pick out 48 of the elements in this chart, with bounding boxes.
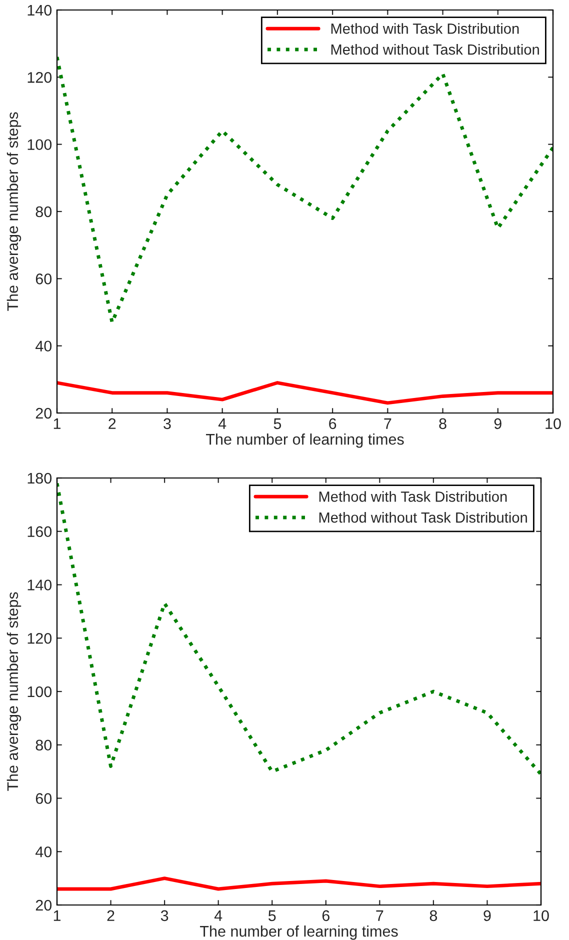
x-tick-label: 9 [494, 418, 502, 430]
x-axis-title: The number of learning times [200, 925, 398, 940]
x-tick-label: 2 [107, 910, 114, 921]
x-tick-label: 1 [54, 910, 61, 921]
y-tick-label: 140 [28, 580, 52, 590]
line-series [57, 482, 541, 776]
x-tick-label: 7 [376, 910, 384, 921]
y-tick-label: 180 [28, 472, 52, 484]
y-tick-label: 120 [28, 632, 52, 644]
x-axis-title: The number of learning times [206, 433, 404, 448]
y-tick-label: 140 [28, 4, 52, 16]
legend-label: Method without Task Distribution [319, 512, 527, 523]
x-tick-label: 9 [484, 910, 491, 922]
x-tick-label: 6 [322, 910, 330, 922]
x-tick-label: 6 [329, 418, 336, 430]
x-tick-label: 8 [430, 910, 438, 922]
line-series [57, 381, 553, 405]
y-tick-label: 120 [28, 72, 52, 83]
y-tick-label: 60 [36, 274, 52, 284]
y-tick-label: 80 [36, 740, 52, 751]
y-tick-label: 100 [28, 139, 52, 150]
x-tick-label: 5 [268, 910, 276, 922]
legend-label: Method with Task Distribution [331, 23, 519, 34]
x-tick-label: 4 [214, 910, 222, 921]
x-tick-label: 4 [218, 418, 226, 429]
x-tick-label: 1 [54, 418, 61, 429]
line-series [57, 55, 553, 324]
x-tick-label: 3 [160, 910, 168, 922]
x-tick-label: 8 [439, 418, 446, 430]
y-tick-label: 60 [36, 793, 52, 804]
y-tick-label: 40 [36, 340, 52, 352]
y-tick-label: 80 [36, 206, 52, 218]
y-tick-label: 160 [28, 526, 52, 538]
legend-label: Method without Task Distribution [331, 44, 539, 55]
y-axis-title: The average number of steps [6, 592, 22, 791]
x-tick-label: 7 [384, 418, 392, 429]
y-tick-label: 20 [36, 408, 52, 419]
y-tick-label: 100 [28, 686, 52, 698]
legend-label: Method with Task Distribution [319, 491, 507, 502]
line-series [57, 876, 541, 891]
x-tick-label: 5 [274, 418, 282, 430]
y-tick-label: 40 [36, 846, 52, 858]
x-tick-label: 10 [546, 418, 561, 430]
x-tick-label: 10 [534, 910, 549, 922]
y-tick-label: 20 [36, 900, 52, 911]
x-tick-label: 3 [164, 418, 171, 430]
x-tick-label: 2 [108, 418, 116, 429]
y-axis-title: The average number of steps [6, 112, 22, 311]
